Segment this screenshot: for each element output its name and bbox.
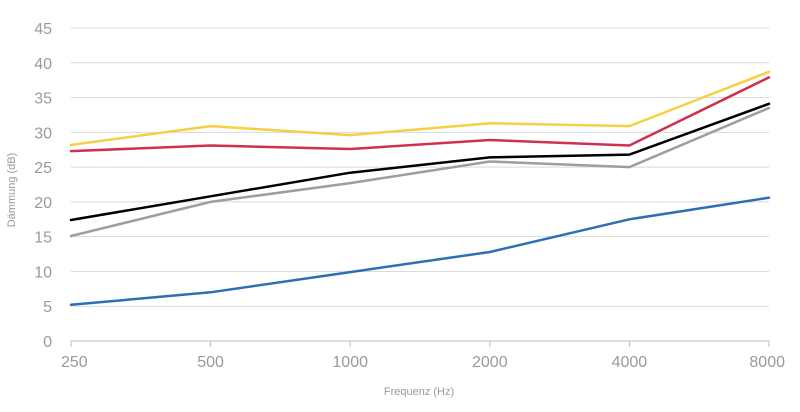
series-line-4: [69, 106, 771, 238]
series-line-3: [69, 102, 771, 222]
x-tick-label: 500: [197, 354, 224, 371]
series-line-5: [69, 196, 771, 307]
y-tick-label: 40: [34, 56, 52, 73]
y-tick-label: 10: [34, 264, 52, 281]
y-tick-label: 30: [34, 125, 52, 142]
y-tick-label: 25: [34, 160, 52, 177]
y-tick-label: 0: [43, 334, 52, 351]
x-axis-ticks: 250 500 1000 2000 4000 8000: [61, 341, 785, 371]
x-tick-label: 1000: [332, 354, 368, 371]
series-line-1: [69, 70, 771, 147]
y-tick-label: 20: [34, 195, 52, 212]
y-tick-label: 35: [34, 91, 52, 108]
y-tick-label: 45: [34, 21, 52, 38]
y-tick-label: 15: [34, 230, 52, 247]
x-tick-label: 8000: [749, 354, 785, 371]
grid-lines: [71, 27, 769, 342]
x-tick-label: 250: [61, 354, 88, 371]
series-lines: [69, 70, 771, 307]
x-axis-title: Frequenz (Hz): [384, 386, 454, 398]
x-tick-label: 2000: [472, 354, 508, 371]
y-tick-label: 5: [43, 299, 52, 316]
y-axis-title: Dämmung (dB): [6, 153, 18, 228]
x-tick-label: 4000: [612, 354, 648, 371]
y-axis-ticks: 0 5 10 15 20 25 30 35 40 45: [34, 21, 52, 351]
series-line-2: [69, 76, 771, 153]
